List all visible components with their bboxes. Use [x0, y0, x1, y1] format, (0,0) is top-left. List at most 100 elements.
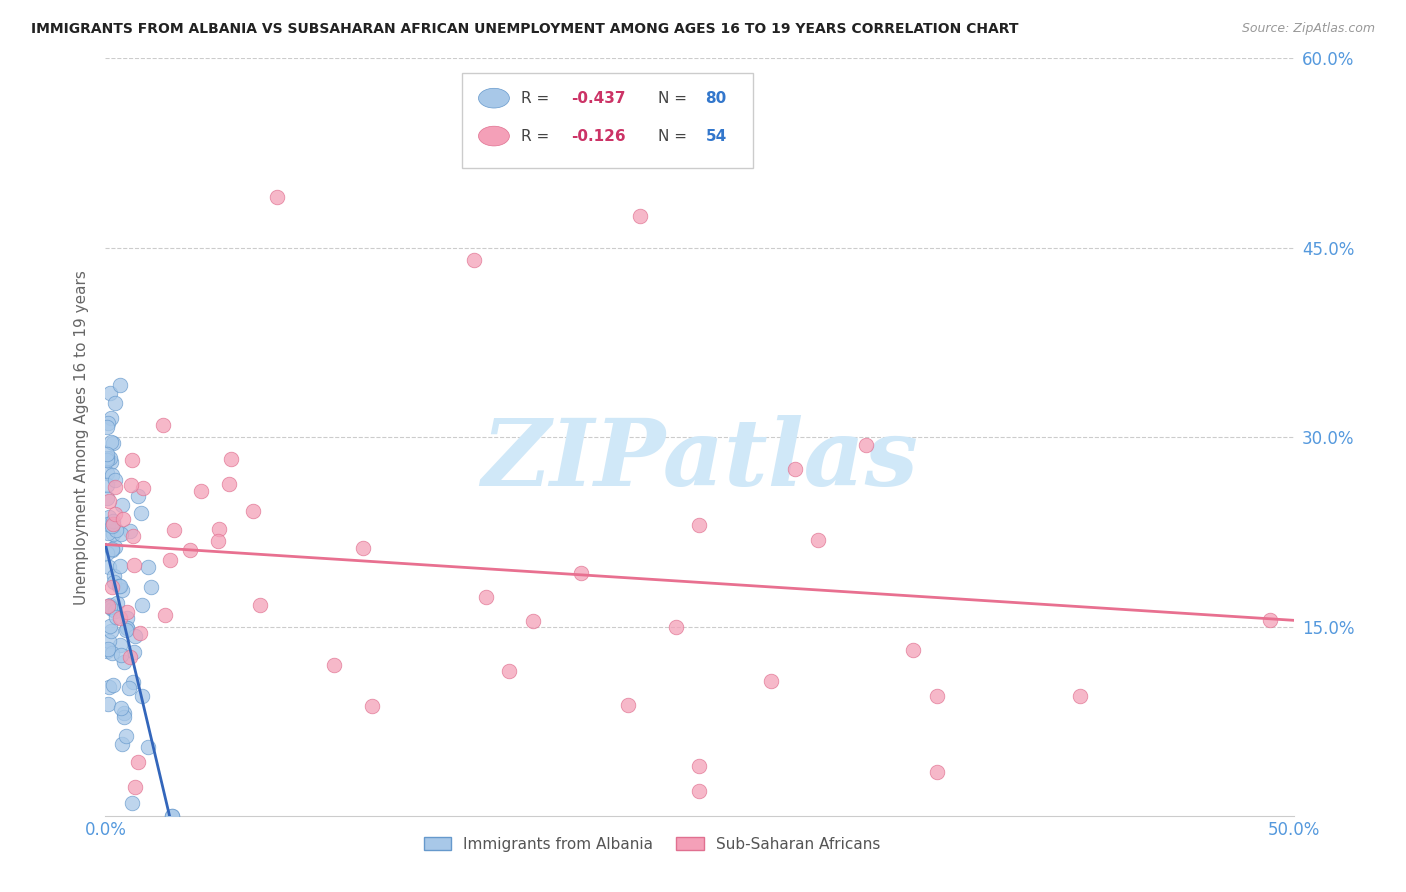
Point: [160, 809, 183, 823]
Point: [108, 559, 131, 574]
Point: [97, 697, 120, 711]
Point: [111, 737, 134, 751]
Point: [97, 494, 120, 508]
Circle shape: [478, 126, 509, 146]
Point: [689, 758, 711, 772]
Point: [1258, 613, 1281, 627]
Point: [131, 599, 153, 613]
Point: [352, 541, 374, 555]
Text: IMMIGRANTS FROM ALBANIA VS SUBSAHARAN AFRICAN UNEMPLOYMENT AMONG AGES 16 TO 19 Y: IMMIGRANTS FROM ALBANIA VS SUBSAHARAN AF…: [31, 22, 1018, 37]
Point: [108, 579, 131, 593]
Point: [179, 543, 201, 558]
Point: [97, 599, 120, 613]
Point: [498, 664, 520, 678]
Point: [100, 467, 122, 482]
Point: [689, 784, 711, 798]
Point: [807, 533, 830, 547]
Point: [100, 411, 122, 425]
Point: [110, 526, 132, 541]
Point: [104, 508, 127, 522]
Point: [104, 395, 127, 409]
Point: [617, 698, 640, 712]
Point: [100, 624, 122, 639]
Point: [152, 417, 174, 432]
Text: -0.126: -0.126: [571, 128, 626, 144]
Point: [100, 434, 122, 449]
Point: [219, 451, 242, 466]
Point: [104, 474, 127, 488]
Point: [98, 385, 121, 400]
Point: [322, 658, 344, 673]
Point: [110, 498, 132, 512]
Point: [112, 511, 135, 525]
Point: [96, 467, 118, 481]
Point: [190, 483, 212, 498]
Point: [103, 568, 125, 582]
Point: [96, 546, 118, 560]
Text: N =: N =: [658, 128, 692, 144]
Point: [101, 527, 124, 541]
Point: [474, 590, 496, 604]
Point: [127, 755, 149, 769]
Point: [249, 598, 271, 612]
Point: [100, 542, 122, 557]
Point: [96, 642, 118, 657]
Point: [108, 579, 131, 593]
Point: [131, 690, 153, 704]
Point: [96, 451, 118, 466]
Point: [96, 644, 118, 658]
Point: [98, 510, 121, 524]
Point: [98, 619, 121, 633]
Point: [101, 516, 124, 531]
Point: [97, 526, 120, 541]
Point: [101, 542, 124, 557]
Point: [689, 517, 711, 532]
Text: N =: N =: [658, 91, 692, 105]
Point: [360, 698, 382, 713]
Point: [207, 533, 229, 548]
Point: [162, 523, 184, 537]
Point: [108, 377, 131, 392]
Text: R =: R =: [522, 128, 554, 144]
Point: [96, 420, 118, 434]
Point: [97, 416, 120, 430]
Point: [115, 624, 138, 638]
Point: [122, 645, 145, 659]
Point: [110, 701, 132, 715]
Point: [111, 582, 134, 597]
Point: [266, 190, 288, 204]
Point: [117, 621, 139, 635]
Point: [155, 608, 177, 623]
Point: [98, 559, 121, 574]
Point: [100, 455, 122, 469]
Point: [160, 809, 183, 823]
Point: [115, 622, 138, 636]
Point: [121, 675, 143, 690]
Point: [98, 598, 121, 612]
Point: [903, 643, 925, 657]
Point: [96, 491, 118, 506]
Point: [569, 566, 592, 580]
Point: [103, 574, 125, 589]
Point: [112, 710, 135, 724]
Point: [96, 453, 118, 467]
Point: [118, 681, 141, 695]
Point: [115, 605, 138, 619]
Point: [124, 780, 146, 794]
Text: -0.437: -0.437: [571, 91, 626, 105]
Point: [124, 629, 146, 643]
Point: [242, 504, 264, 518]
Point: [97, 516, 120, 531]
Point: [98, 600, 121, 615]
Point: [110, 648, 132, 663]
Point: [925, 764, 948, 779]
Point: [855, 438, 877, 452]
Legend: Immigrants from Albania, Sub-Saharan Africans: Immigrants from Albania, Sub-Saharan Afr…: [418, 830, 886, 858]
Point: [783, 461, 806, 475]
Point: [108, 611, 131, 625]
Point: [101, 515, 124, 529]
Point: [463, 253, 485, 268]
Point: [101, 580, 124, 594]
Point: [104, 523, 127, 537]
Point: [129, 626, 152, 640]
